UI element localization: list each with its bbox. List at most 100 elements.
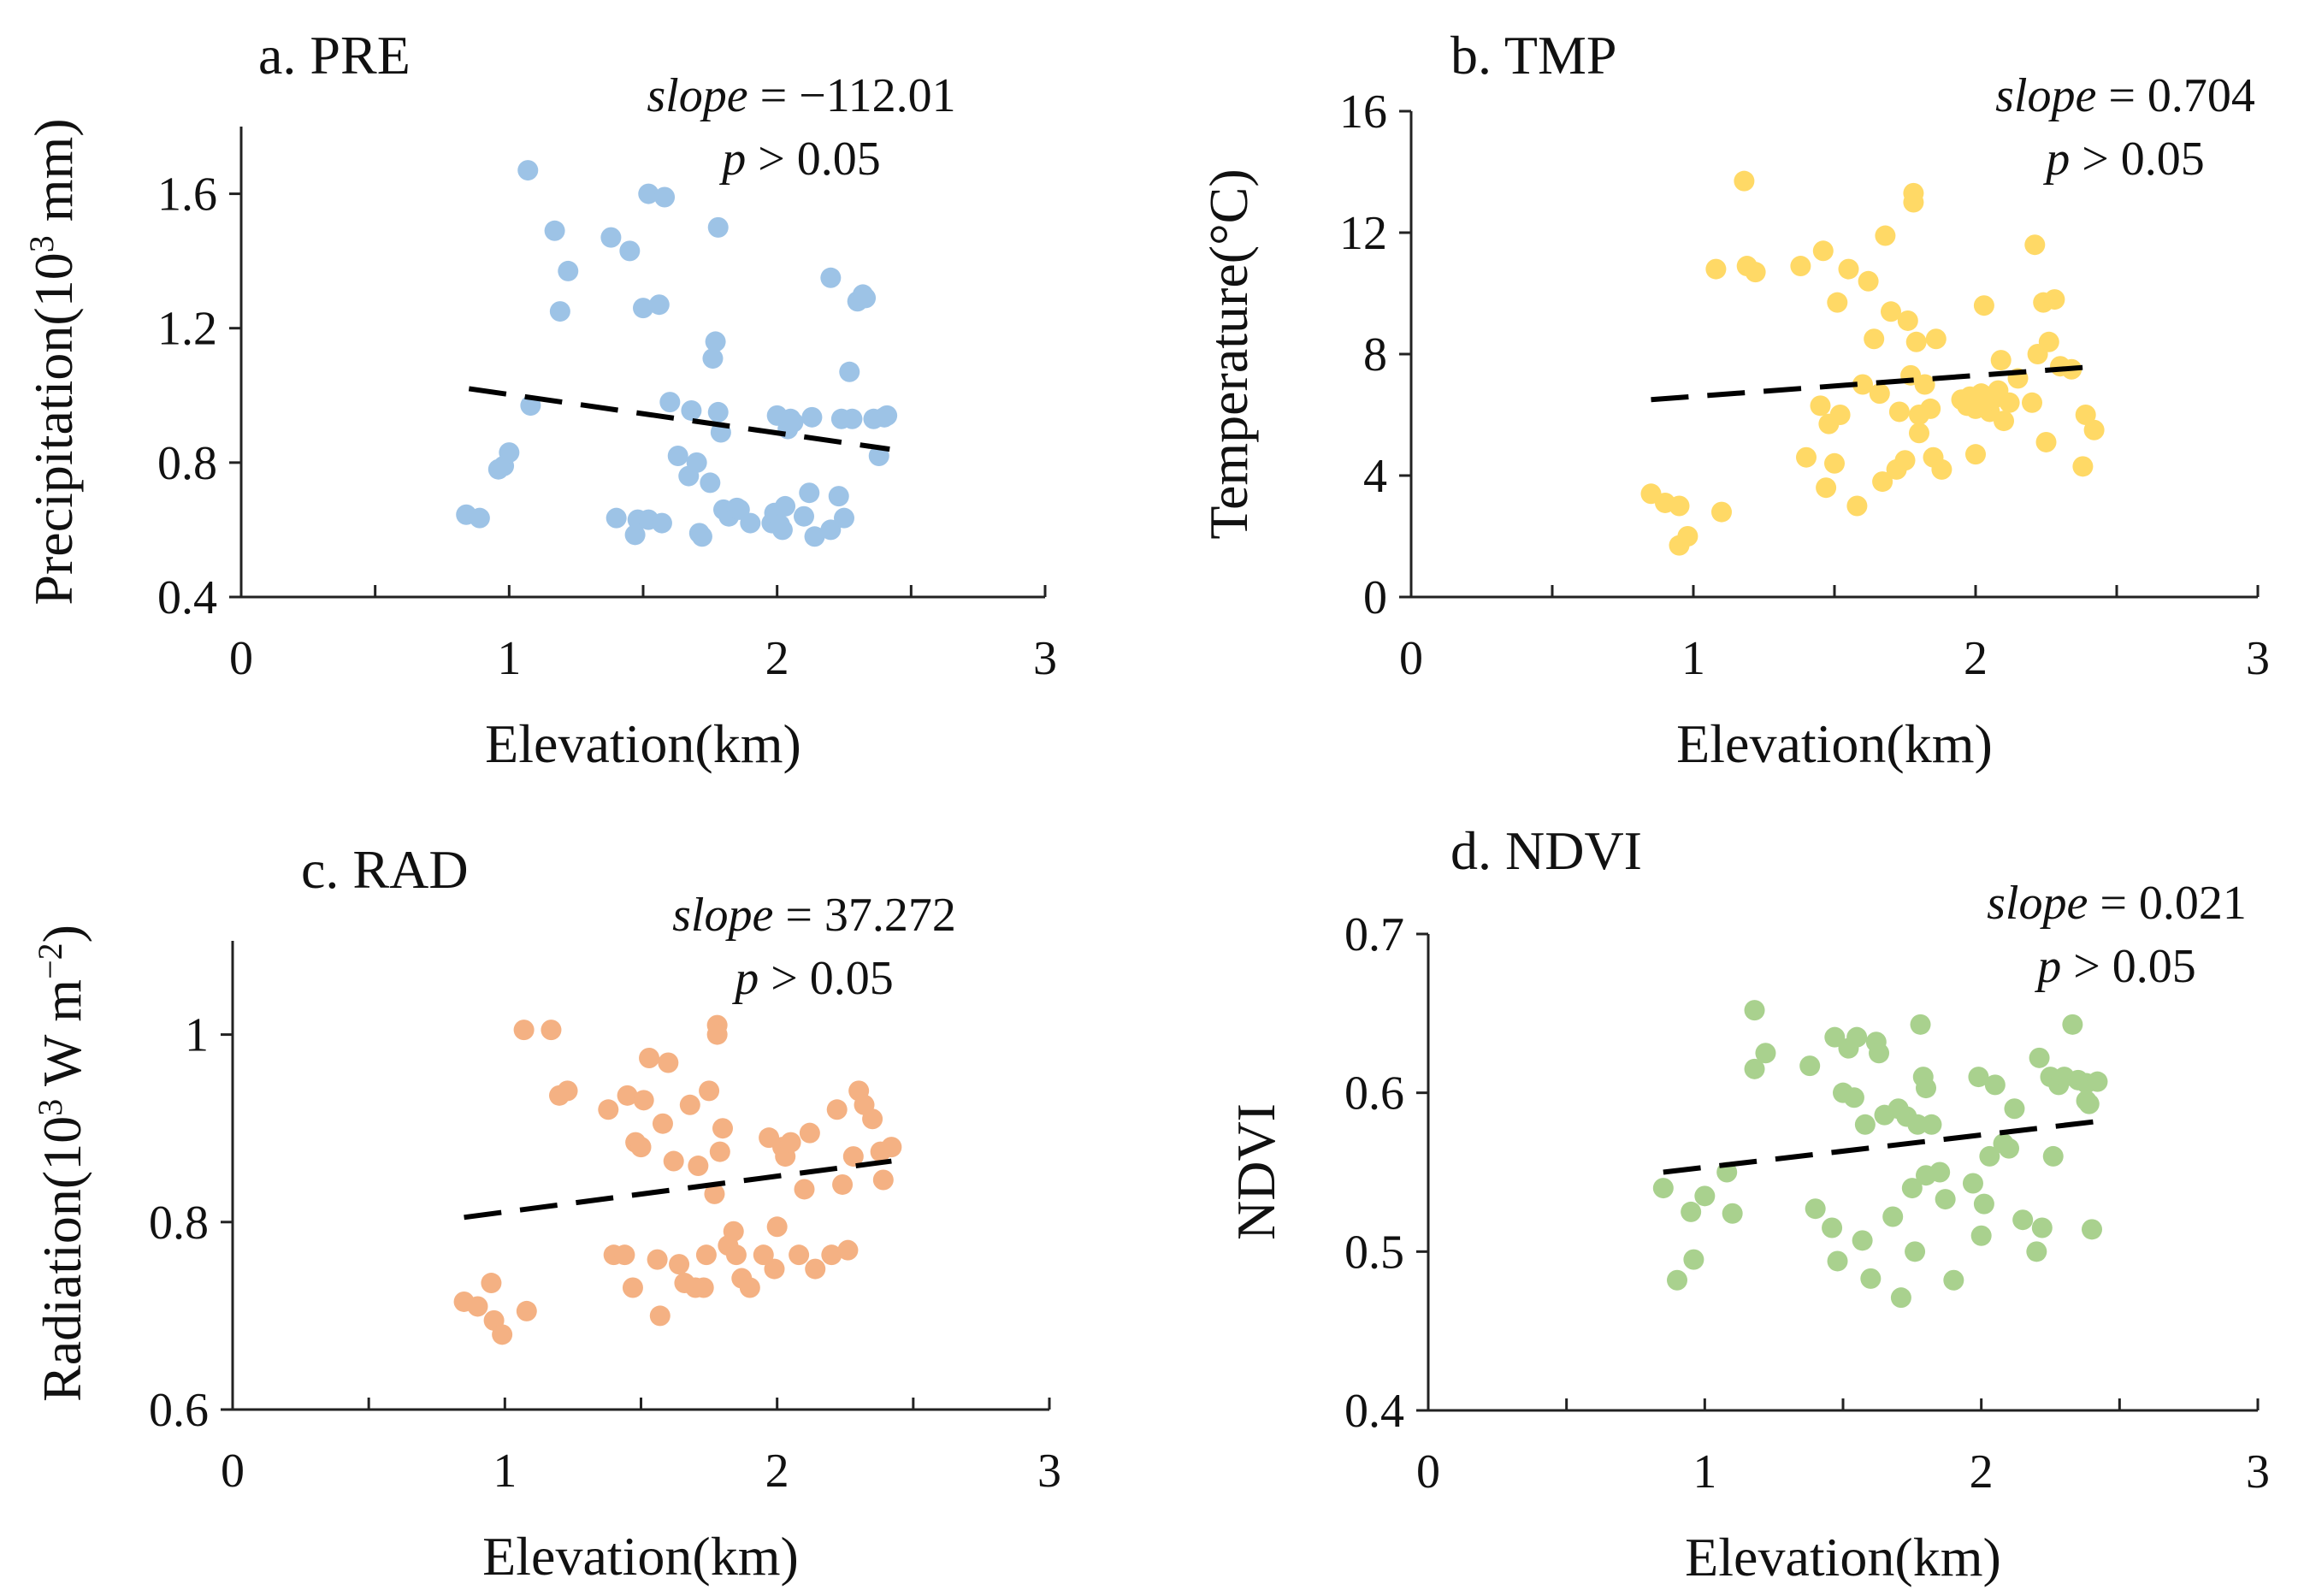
panel-title: d. NDVI [1450, 820, 1642, 881]
data-point [1846, 1026, 1868, 1048]
x-tick-label: 2 [1964, 632, 1988, 685]
x-tick-label: 0 [1416, 1445, 1440, 1498]
data-point [842, 1146, 864, 1167]
data-point [2012, 1209, 2034, 1231]
data-point [467, 1296, 488, 1317]
slope-value: = 0.021 [2088, 877, 2247, 930]
data-point [1669, 495, 1690, 517]
data-point [706, 1024, 728, 1045]
data-point [598, 1099, 619, 1120]
data-point [1677, 526, 1698, 547]
data-point [834, 507, 854, 529]
data-point [1827, 1250, 1848, 1272]
p-value: > 0.05 [746, 133, 881, 186]
data-point [469, 507, 490, 529]
data-point [1744, 1058, 1765, 1079]
data-point [872, 1169, 894, 1191]
data-point [1799, 1055, 1821, 1077]
data-point [695, 1244, 717, 1266]
y-ticks: 0.4 0.5 0.6 0.7 [1344, 908, 1428, 1438]
data-point [753, 1244, 774, 1266]
p-label: p [2034, 940, 2061, 993]
data-point [1973, 295, 1994, 316]
data-point [766, 1216, 788, 1238]
data-point [1816, 477, 1837, 499]
y-axis-label-suffix: W m [32, 979, 92, 1099]
data-point [2062, 1014, 2083, 1035]
y-axis-label: Temperature(°C) [1198, 168, 1259, 539]
x-axis-label: Elevation(km) [482, 1526, 799, 1587]
data-point [855, 287, 877, 309]
data-point [633, 298, 653, 319]
x-tick-label: 3 [2246, 1445, 2270, 1498]
y-axis-label-sup: 3 [22, 235, 61, 252]
data-point [658, 1052, 679, 1073]
data-point [1796, 446, 1817, 468]
data-point [2075, 405, 2096, 425]
x-tick-label: 2 [765, 1445, 789, 1498]
data-point [1805, 1198, 1826, 1220]
data-point [1882, 1206, 1904, 1227]
data-point [826, 1099, 848, 1120]
data-point [549, 301, 570, 322]
x-ticks: 0 1 2 3 [221, 1398, 1061, 1498]
data-point [2026, 1241, 2047, 1262]
data-point [669, 1254, 690, 1275]
data-point [764, 1258, 785, 1280]
p-value: > 0.05 [2070, 133, 2205, 186]
y-tick-label: 0.5 [1344, 1226, 1404, 1279]
y-tick-label: 16 [1339, 86, 1387, 139]
p-annotation: p > 0.05 [731, 952, 894, 1005]
trend-line [1663, 1119, 2098, 1175]
data-point [693, 1277, 714, 1298]
panel-rad: c. RAD slope = 37.272 p > 0.05 0.6 0.8 1 0… [31, 839, 1061, 1587]
p-label: p [718, 133, 746, 186]
data-point [1872, 471, 1893, 493]
data-point [647, 1249, 668, 1270]
slope-annotation: slope = 0.704 [1995, 69, 2255, 122]
data-point [700, 472, 721, 494]
y-tick-label: 8 [1363, 328, 1387, 381]
data-point [541, 1020, 562, 1041]
data-point [617, 1085, 638, 1106]
data-point [699, 1080, 720, 1102]
data-point [1734, 170, 1755, 192]
data-point [1838, 258, 1859, 280]
data-point [1905, 1241, 1926, 1262]
data-point [2035, 431, 2057, 452]
y-tick-label: 1.6 [157, 168, 217, 222]
data-point [1931, 458, 1952, 480]
data-point [1745, 262, 1766, 283]
slope-value: = −112.01 [748, 69, 956, 122]
data-point [771, 519, 793, 541]
points [1652, 1000, 2108, 1309]
y-tick-label: 0.6 [149, 1384, 209, 1437]
x-tick-label: 0 [221, 1445, 245, 1498]
data-point [794, 1179, 815, 1200]
y-ticks: 0 4 8 12 16 [1339, 86, 1411, 624]
data-point [679, 1094, 700, 1115]
data-point [659, 392, 681, 413]
data-point [622, 1277, 643, 1298]
data-point [783, 411, 804, 433]
slope-annotation: slope = 37.272 [672, 889, 956, 942]
data-point [1705, 258, 1727, 280]
data-point [1994, 411, 2014, 432]
data-point [837, 1239, 859, 1261]
y-axis-label-suffix2: ) [32, 925, 92, 943]
data-point [2083, 419, 2105, 440]
p-value: > 0.05 [759, 952, 894, 1005]
data-point [828, 486, 849, 507]
p-annotation: p > 0.05 [718, 133, 881, 186]
data-point [794, 505, 814, 527]
data-point [839, 361, 860, 382]
data-point [881, 1137, 902, 1158]
data-point [2072, 456, 2094, 477]
data-point [2022, 392, 2042, 413]
data-point [2078, 1093, 2100, 1114]
x-ticks: 0 1 2 3 [1416, 1398, 2270, 1498]
data-point [1881, 301, 1901, 322]
data-point [1970, 1225, 1992, 1246]
data-point [1990, 350, 2012, 371]
